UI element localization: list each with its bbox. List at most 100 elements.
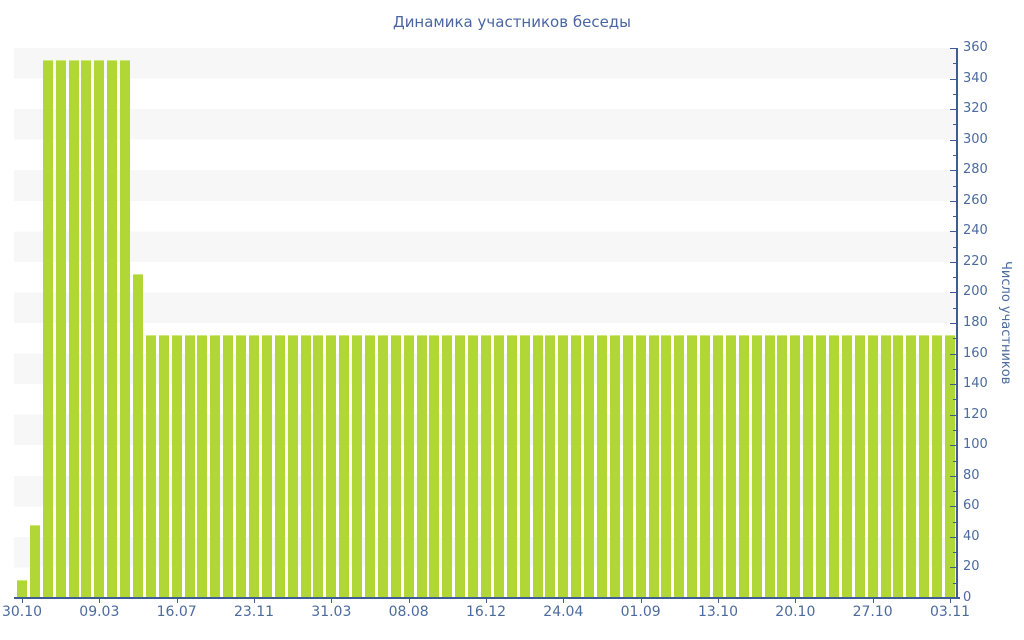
y-tick-label: 320 [963,101,988,117]
bar [249,335,259,598]
y-tick-major [950,384,956,386]
bar [648,335,659,598]
bar [609,335,620,598]
x-tick-label: 31.03 [311,604,352,620]
y-tick-label: 80 [963,467,980,483]
bar [120,60,131,598]
x-tick-mark [640,599,642,603]
bar [416,335,427,598]
bar [313,335,324,598]
x-tick-label: 03.11 [929,604,971,620]
x-tick-label: 01.09 [620,604,661,620]
y-tick-label: 120 [963,406,988,422]
y-tick-label: 360 [963,40,988,55]
plot-area [14,48,958,598]
y-tick-major [950,414,956,416]
y-tick-minor [953,154,956,156]
y-tick-major [950,200,956,202]
y-tick-major [950,445,956,447]
bar [674,335,685,598]
bar [854,335,865,598]
x-tick-mark [408,599,410,603]
y-tick-label: 100 [963,437,988,453]
bar [584,335,595,598]
bar [738,335,749,598]
bar [506,335,517,598]
y-tick-minor [953,368,956,370]
y-tick-minor [953,338,956,340]
bar [751,335,762,598]
y-tick-label: 200 [963,284,988,300]
y-tick-label: 60 [963,498,980,514]
x-tick-mark [718,599,719,603]
y-axis-title: Число участников [998,261,1013,385]
bar [261,335,272,598]
x-tick-label: 16.12 [465,604,507,620]
y-tick-minor [953,521,956,523]
y-tick-major [950,353,956,355]
y-tick-major [950,231,956,233]
y-tick-major [950,48,956,49]
bar [455,335,466,598]
y-tick-major [950,323,956,324]
bar [197,335,208,598]
x-tick-label: 09.03 [79,604,120,620]
x-tick-mark [176,599,178,603]
bar [880,335,891,598]
bar [158,335,169,598]
x-tick-label: 24.04 [543,604,584,620]
x-tick-mark [331,599,333,603]
y-tick-label: 340 [963,70,988,86]
y-tick-minor [953,429,956,431]
bar [442,335,453,598]
y-tick-minor [953,246,956,248]
bar [545,335,556,598]
x-tick-label: 08.08 [388,604,429,620]
bar [403,335,414,598]
bar [236,335,247,598]
bar [81,60,92,598]
y-tick-label: 300 [963,131,988,147]
y-tick-label: 260 [963,192,988,208]
bar [558,335,569,598]
y-tick-major [950,139,956,141]
y-tick-major [950,292,956,294]
bar [932,335,943,598]
bar [803,335,814,598]
x-tick-label: 13.10 [697,604,739,620]
x-tick-label: 30.10 [1,604,43,620]
bar [597,335,607,598]
bar [42,60,53,598]
x-tick-label: 16.07 [156,604,197,620]
x-tick-mark [563,599,565,603]
y-tick-label: 180 [963,315,988,330]
bar [532,335,543,598]
bar [764,335,775,598]
bar [700,335,711,598]
bar [777,335,788,598]
y-tick-label: 0 [963,590,972,605]
bar [713,335,723,598]
y-tick-minor [953,124,956,126]
bar [571,335,582,598]
bar [945,335,955,598]
bar [339,335,350,598]
bar [493,335,504,598]
y-tick-label: 20 [963,559,980,575]
y-tick-minor [953,216,956,218]
x-tick-label: 27.10 [852,604,893,620]
bar [365,335,375,598]
bar [184,335,195,598]
bar [622,335,633,598]
y-tick-minor [953,185,956,187]
y-axis-line [956,48,958,599]
x-tick-label: 23.11 [233,604,275,620]
x-tick-mark [99,599,101,603]
bar [17,579,27,598]
bar [661,335,672,598]
y-tick-major [950,78,956,80]
bar [790,335,801,598]
bar [687,335,698,598]
y-tick-major [950,506,956,508]
